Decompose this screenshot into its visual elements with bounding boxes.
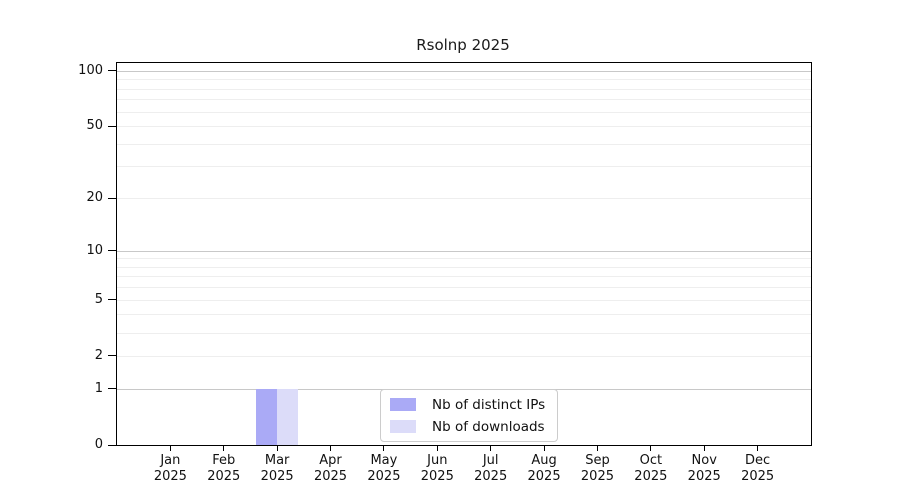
x-tick-mark <box>330 446 332 451</box>
x-tick-label-line: Oct <box>639 453 663 468</box>
x-tick-label-line: 2025 <box>420 469 454 484</box>
bar-nb-of-distinct-ips <box>255 388 278 445</box>
x-tick-label-line: Jul <box>482 453 499 468</box>
y-tick-mark <box>108 70 116 72</box>
x-tick-mark <box>757 446 759 451</box>
x-tick-label: Sep 2025 <box>565 453 629 485</box>
x-tick-mark <box>383 446 385 451</box>
gridline-major <box>117 70 811 72</box>
x-tick-mark <box>596 446 598 451</box>
gridline-minor <box>117 126 811 128</box>
y-tick-mark <box>108 444 116 446</box>
legend-swatch-nb-of-distinct-ips <box>390 398 416 411</box>
x-tick-label-line: 2025 <box>741 469 775 484</box>
y-tick-label: 0 <box>94 437 103 452</box>
x-tick-label: Aug 2025 <box>512 453 576 485</box>
x-tick-label-line: Sep <box>585 453 610 468</box>
x-tick-label-line: 2025 <box>153 469 187 484</box>
gridline-minor <box>117 276 811 278</box>
gridline-minor <box>117 332 811 334</box>
x-tick-label: Apr 2025 <box>299 453 363 485</box>
gridline-minor <box>117 355 811 357</box>
y-tick-mark <box>108 125 116 127</box>
bar-nb-of-downloads <box>277 388 299 445</box>
x-tick-label: Mar 2025 <box>245 453 309 485</box>
gridline-minor <box>117 314 811 316</box>
gridline-minor <box>117 79 811 81</box>
x-tick-label: Nov 2025 <box>672 453 736 485</box>
x-tick-label: Jan 2025 <box>138 453 202 485</box>
x-tick-label-line: Jun <box>427 453 448 468</box>
legend-label: Nb of downloads <box>432 418 545 435</box>
x-tick-label: Dec 2025 <box>726 453 790 485</box>
legend-row: Nb of downloads <box>390 418 545 435</box>
x-tick-mark <box>650 446 652 451</box>
gridline-major <box>117 250 811 252</box>
y-tick-label: 1 <box>94 380 103 396</box>
gridline-minor <box>117 166 811 168</box>
gridline-minor <box>117 198 811 200</box>
x-tick-label-line: 2025 <box>367 469 401 484</box>
y-tick-label: 10 <box>86 242 103 258</box>
x-tick-label-line: Nov <box>691 453 717 468</box>
x-tick-label-line: Feb <box>212 453 236 468</box>
legend-row: Nb of distinct IPs <box>390 396 545 413</box>
x-tick-label: Jul 2025 <box>459 453 523 485</box>
y-tick-mark <box>108 388 116 390</box>
x-tick-label-line: Apr <box>319 453 342 468</box>
gridline-minor <box>117 258 811 260</box>
gridline-minor <box>117 266 811 268</box>
x-tick-label: Feb 2025 <box>192 453 256 485</box>
x-tick-label-line: Aug <box>531 453 557 468</box>
x-tick-label: May 2025 <box>352 453 416 485</box>
x-tick-label-line: 2025 <box>634 469 668 484</box>
x-tick-label: Oct 2025 <box>619 453 683 485</box>
y-tick-mark <box>108 299 116 301</box>
x-tick-mark <box>436 446 438 451</box>
x-tick-label-line: Dec <box>745 453 771 468</box>
x-tick-label-line: 2025 <box>474 469 508 484</box>
gridline-minor <box>117 299 811 301</box>
y-tick-label: 2 <box>94 347 103 363</box>
gridline-minor <box>117 99 811 101</box>
gridline-minor <box>117 88 811 90</box>
x-tick-mark <box>543 446 545 451</box>
x-tick-mark <box>169 446 171 451</box>
x-tick-mark <box>276 446 278 451</box>
x-tick-label: Jun 2025 <box>405 453 469 485</box>
plot-area: Nb of distinct IPs Nb of downloads 0 1 2 5 10… <box>78 62 812 484</box>
x-tick-label-line: 2025 <box>687 469 721 484</box>
y-tick-mark <box>108 250 116 251</box>
y-tick-mark <box>108 355 116 357</box>
x-tick-label-line: 2025 <box>527 469 561 484</box>
x-tick-label-line: Mar <box>264 453 290 468</box>
legend-label: Nb of distinct IPs <box>432 396 546 413</box>
x-tick-mark <box>223 446 225 451</box>
y-tick-label: 20 <box>86 190 103 206</box>
x-tick-mark <box>703 446 705 451</box>
y-tick-label: 50 <box>86 118 103 134</box>
y-tick-mark <box>108 197 116 199</box>
x-tick-label-line: 2025 <box>260 469 294 484</box>
gridline-minor <box>117 143 811 145</box>
y-tick-label: 5 <box>94 291 103 307</box>
x-tick-label-line: 2025 <box>207 469 241 484</box>
chart-title: Rsolnp 2025 <box>416 36 510 54</box>
legend-swatch-nb-of-downloads <box>390 420 416 433</box>
x-tick-label-line: May <box>370 453 398 468</box>
x-tick-label-line: 2025 <box>580 469 614 484</box>
x-tick-label-line: Jan <box>160 453 181 468</box>
x-tick-mark <box>490 446 492 451</box>
legend: Nb of distinct IPs Nb of downloads <box>380 389 559 442</box>
y-tick-label: 100 <box>78 62 103 78</box>
x-tick-label-line: 2025 <box>313 469 348 484</box>
gridline-minor <box>117 287 811 289</box>
gridline-minor <box>117 111 811 113</box>
